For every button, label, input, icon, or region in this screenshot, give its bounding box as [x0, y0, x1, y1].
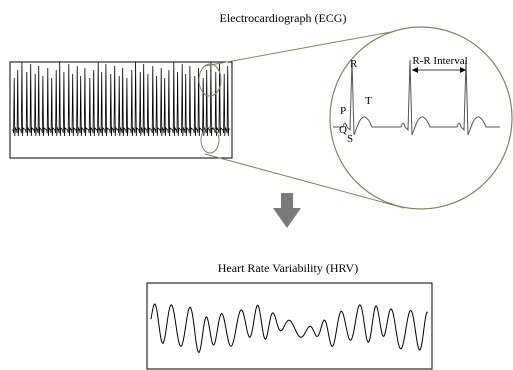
rr-interval-label: R-R Interval	[412, 55, 467, 67]
hrv-title: Heart Rate Variability (HRV)	[218, 261, 358, 275]
zoom-connector-bottom	[204, 153, 405, 209]
down-arrow-icon	[273, 193, 301, 228]
zoom-connector-top	[204, 29, 403, 67]
t-wave-label: T	[365, 95, 372, 107]
ecg-strip-trace	[12, 61, 230, 137]
zoom-source-top-marker	[198, 63, 222, 97]
p-wave-label: P	[340, 105, 346, 117]
s-wave-label: S	[347, 133, 353, 145]
hrv-frame	[146, 282, 433, 370]
rr-arrow-left-head	[412, 67, 418, 73]
ecg-title: Electrocardiograph (ECG)	[220, 11, 347, 25]
rr-arrow-right-head	[460, 67, 466, 73]
q-wave-label: Q	[339, 124, 347, 136]
hrv-trace	[150, 303, 428, 354]
zoom-source-bottom-marker	[200, 126, 220, 154]
magnified-ecg-trace	[333, 59, 500, 136]
r-wave-label: R	[350, 58, 358, 70]
